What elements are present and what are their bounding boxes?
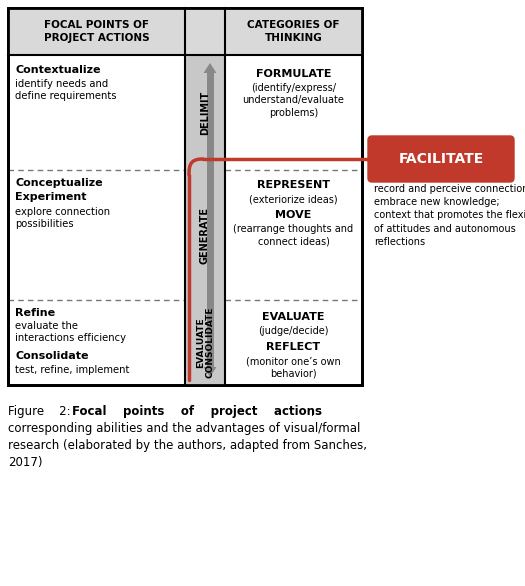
Text: EVALUATE
CONSOLIDATE: EVALUATE CONSOLIDATE [196,306,214,378]
Text: GENERATE: GENERATE [200,206,210,264]
Text: research (elaborated by the authors, adapted from Sanches,: research (elaborated by the authors, ada… [8,439,367,452]
Bar [185,8,225,55]
Text: DELIMIT: DELIMIT [200,90,210,135]
Text: Conceptualize: Conceptualize [15,178,102,188]
Text: Experiment: Experiment [15,192,87,202]
Text: (monitor one’s own
behavior): (monitor one’s own behavior) [246,356,341,379]
Text: test, refine, implement: test, refine, implement [15,365,129,375]
Text: (judge/decide): (judge/decide) [258,326,329,336]
Text: CATEGORIES OF
THINKING: CATEGORIES OF THINKING [247,21,340,43]
Text: Figure    2:: Figure 2: [8,405,78,418]
Bar [8,8,362,385]
FancyBboxPatch shape [368,136,514,182]
Bar [8,8,185,55]
Text: Focal    points    of    project    actions: Focal points of project actions [72,405,322,418]
Text: ,: , [310,405,314,418]
Bar [8,8,362,385]
Bar [185,55,225,385]
Text: FOCAL POINTS OF
PROJECT ACTIONS: FOCAL POINTS OF PROJECT ACTIONS [44,21,149,43]
Text: explore connection
possibilities: explore connection possibilities [15,207,110,229]
Text: REPRESENT: REPRESENT [257,180,330,190]
Text: FACILITATE: FACILITATE [398,152,484,166]
Text: Refine: Refine [15,308,55,318]
Text: REFLECT: REFLECT [266,342,321,352]
Text: MOVE: MOVE [275,210,312,220]
Text: FORMULATE: FORMULATE [256,69,331,79]
Text: record and perceive connections,
embrace new knowledge;
context that promotes th: record and perceive connections, embrace… [374,184,525,247]
Polygon shape [204,367,216,377]
Bar [225,8,362,55]
Text: (exteriorize ideas): (exteriorize ideas) [249,194,338,204]
Text: corresponding abilities and the advantages of visual/formal: corresponding abilities and the advantag… [8,422,360,435]
Text: 2017): 2017) [8,456,43,469]
Text: evaluate the
interactions efficiency: evaluate the interactions efficiency [15,321,126,343]
Text: (rearrange thoughts and
connect ideas): (rearrange thoughts and connect ideas) [234,224,353,246]
Text: Consolidate: Consolidate [15,351,89,361]
Text: identify needs and
define requirements: identify needs and define requirements [15,79,117,101]
Text: Contextualize: Contextualize [15,65,100,75]
Text: (identify/express/
understand/evaluate
problems): (identify/express/ understand/evaluate p… [243,83,344,118]
Text: EVALUATE: EVALUATE [262,312,325,322]
Bar [206,73,214,367]
Polygon shape [204,63,216,73]
